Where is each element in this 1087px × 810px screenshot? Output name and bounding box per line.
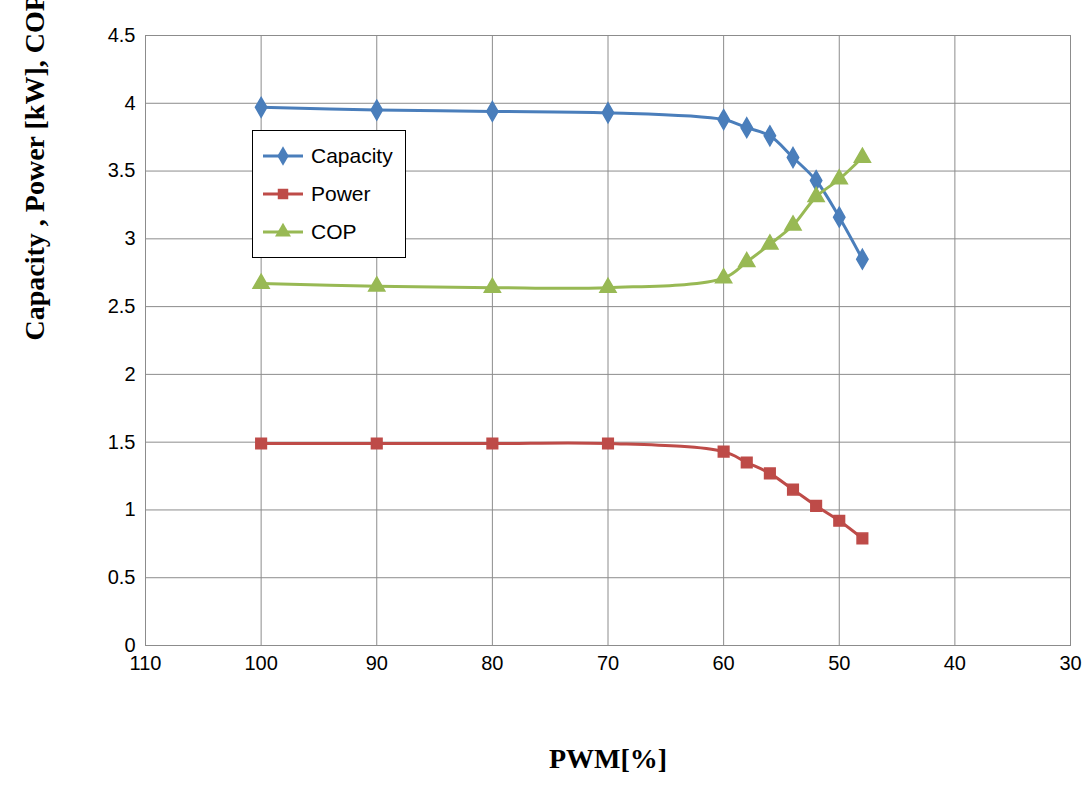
svg-text:1.5: 1.5 bbox=[108, 431, 136, 453]
svg-text:90: 90 bbox=[366, 652, 388, 674]
svg-text:4.5: 4.5 bbox=[108, 24, 136, 46]
svg-text:PWM[%]: PWM[%] bbox=[549, 743, 667, 774]
svg-text:2: 2 bbox=[124, 363, 135, 385]
svg-text:110: 110 bbox=[129, 651, 162, 674]
svg-text:3.5: 3.5 bbox=[108, 159, 136, 181]
svg-text:Capacity , Power [kW], COP[-]: Capacity , Power [kW], COP[-] bbox=[19, 0, 50, 341]
svg-text:50: 50 bbox=[828, 652, 850, 674]
svg-text:30: 30 bbox=[1059, 652, 1081, 674]
html-text:Capacity: Capacity bbox=[311, 144, 393, 167]
svg-text:100: 100 bbox=[244, 652, 277, 674]
svg-text:80: 80 bbox=[481, 652, 503, 674]
html-text:Power: Power bbox=[311, 182, 371, 205]
svg-text:0.5: 0.5 bbox=[108, 566, 136, 588]
svg-text:3: 3 bbox=[124, 227, 135, 249]
svg-text:40: 40 bbox=[944, 652, 966, 674]
svg-text:4: 4 bbox=[124, 92, 135, 114]
html-text:COP: COP bbox=[311, 220, 357, 243]
svg-text:70: 70 bbox=[597, 652, 619, 674]
svg-text:0: 0 bbox=[124, 634, 135, 656]
svg-text:60: 60 bbox=[713, 652, 735, 674]
svg-text:1: 1 bbox=[124, 498, 135, 520]
svg-text:2.5: 2.5 bbox=[108, 295, 136, 317]
